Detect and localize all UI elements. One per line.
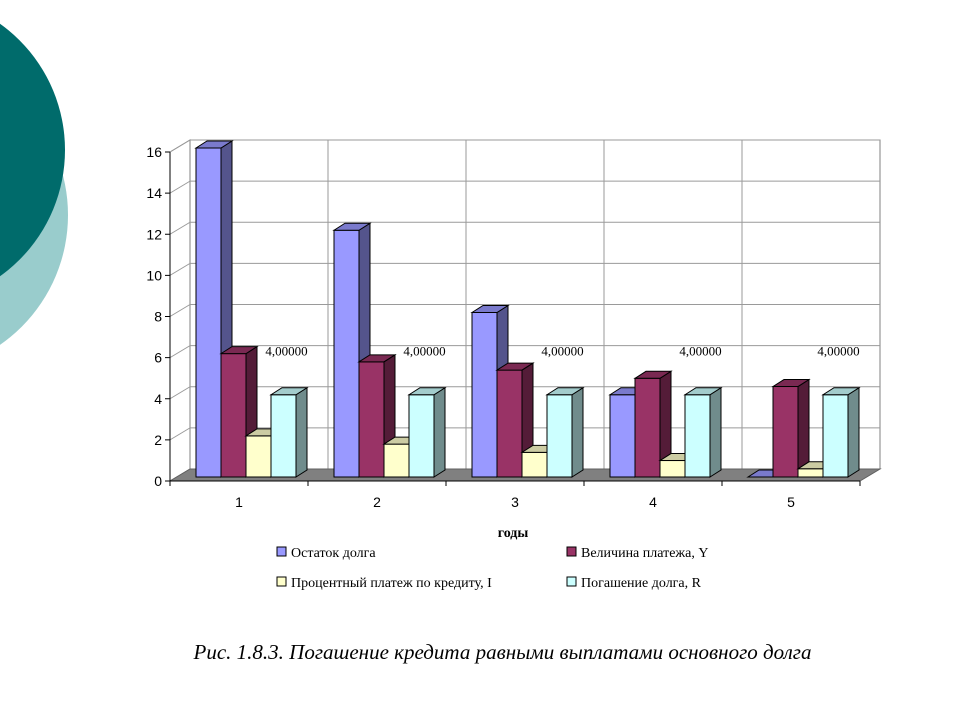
bar-top	[407, 387, 447, 396]
bar-top	[545, 387, 585, 396]
y-tick-label: 16	[146, 144, 162, 160]
bar-front	[270, 394, 297, 478]
bar-side	[709, 386, 722, 478]
bar-side	[433, 386, 446, 478]
bar-front	[684, 394, 711, 478]
y-tick-label: 8	[154, 309, 162, 325]
bars	[194, 140, 861, 478]
bar-top	[771, 379, 811, 388]
legend-swatch	[276, 546, 287, 557]
gridline-side	[169, 345, 191, 359]
bar-top	[821, 387, 861, 396]
bar-top	[633, 370, 673, 379]
bar	[407, 386, 447, 478]
legend-item: Остаток долга	[276, 546, 376, 561]
bar-front	[634, 377, 661, 478]
x-tick-label: 4	[649, 494, 657, 510]
gridline-side	[169, 427, 191, 441]
bar	[269, 386, 309, 478]
x-tick-label: 5	[787, 494, 795, 510]
y-tick-label: 12	[146, 226, 162, 242]
bar	[633, 370, 673, 478]
y-tick-label: 6	[154, 350, 162, 366]
bar-top	[269, 387, 309, 396]
bar-front	[772, 386, 799, 478]
bar-top	[357, 354, 397, 363]
legend-label: Погашение долга, R	[581, 576, 702, 591]
bar-side	[847, 386, 860, 478]
bar-top	[194, 140, 234, 149]
bar-front	[383, 443, 410, 478]
y-tick-label: 4	[154, 391, 162, 407]
bar-front	[195, 147, 222, 478]
x-tick-label: 3	[511, 494, 519, 510]
bar-front	[220, 353, 247, 478]
gridline-side	[169, 262, 191, 276]
legend-swatch	[276, 576, 287, 587]
bar	[683, 386, 723, 478]
legend-label: Остаток долга	[291, 546, 376, 561]
legend-item: Погашение долга, R	[566, 576, 702, 591]
bar-front	[471, 312, 498, 478]
x-axis-title: годы	[498, 526, 529, 541]
gridline-side	[169, 221, 191, 235]
gridline-side	[169, 304, 191, 317]
bar-front	[358, 361, 385, 478]
bar-front	[333, 229, 360, 478]
legend-swatch	[566, 576, 577, 587]
legend-item: Величина платежа, Y	[566, 546, 708, 561]
bar-top	[683, 387, 723, 396]
bar	[545, 386, 585, 478]
y-tick-label: 2	[154, 432, 162, 448]
bar-side	[295, 386, 308, 478]
deco-circle-dark	[0, 23, 65, 277]
x-tick-label: 1	[235, 494, 243, 510]
data-label: 4,00000	[679, 344, 721, 359]
bar-top	[332, 222, 372, 231]
legend-swatch	[566, 546, 577, 557]
bar-front	[609, 394, 636, 478]
legend-label: Процентный платеж по кредиту, I	[291, 576, 492, 591]
data-label: 4,00000	[403, 344, 445, 359]
legend-label: Величина платежа, Y	[581, 546, 708, 561]
bar-front	[822, 394, 849, 478]
bar-side	[571, 386, 584, 478]
gridline-side	[169, 139, 191, 153]
bar-front	[546, 394, 573, 478]
data-labels: 4,00000 4,00000 4,00000 4,00000 4,00000	[265, 344, 859, 359]
figure-caption: Рис. 1.8.3. Погашение кредита равными вы…	[193, 640, 812, 664]
legend: Остаток долга Величина платежа, Y Процентн…	[276, 546, 708, 591]
y-tick-label: 14	[146, 185, 162, 201]
bar-top	[470, 305, 510, 313]
legend-item: Процентный платеж по кредиту, I	[276, 576, 492, 591]
gridline-side	[169, 386, 191, 400]
bar-front	[496, 369, 523, 478]
bar-top	[219, 346, 259, 355]
bar-front	[245, 435, 272, 478]
bar	[357, 353, 397, 478]
bar-front	[521, 451, 548, 478]
bar	[821, 386, 861, 478]
data-label: 4,00000	[265, 344, 307, 359]
bar-front	[797, 468, 824, 478]
y-tick-label: 10	[146, 267, 162, 283]
bar	[771, 378, 811, 478]
gridline-side	[169, 180, 191, 194]
data-label: 4,00000	[541, 344, 583, 359]
bar-front	[659, 460, 686, 478]
bar-top	[495, 362, 535, 371]
data-label: 4,00000	[817, 344, 859, 359]
bar-front	[408, 394, 435, 478]
x-tick-label: 2	[373, 494, 381, 510]
y-tick-label: 0	[154, 473, 162, 489]
decorative-circles	[0, 23, 68, 345]
